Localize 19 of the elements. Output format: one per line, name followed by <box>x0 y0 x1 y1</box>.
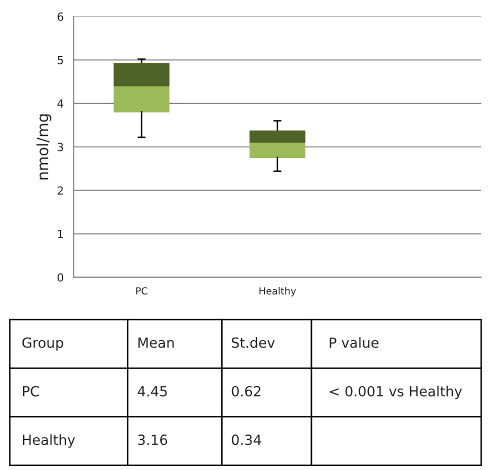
text: < 0.001 vs Healthy <box>330 386 462 400</box>
text: Group <box>22 337 64 351</box>
text: St.dev <box>232 337 275 348</box>
y-tick-label: 5 <box>58 56 63 64</box>
y-tick-label: 1 <box>58 230 63 238</box>
text: Mean <box>138 338 174 348</box>
y-tick-label: 3 <box>58 142 64 152</box>
y-axis-title: nmol/mg <box>36 114 52 180</box>
text: 4.45 <box>138 386 167 396</box>
text: 0.62 <box>232 386 260 396</box>
text: P value <box>330 337 378 348</box>
y-tick-label: 0 <box>58 273 64 282</box>
text: PC <box>22 386 39 396</box>
y-tick-label: 4 <box>57 100 64 108</box>
text: 3.16 <box>138 434 168 446</box>
text: Healthy <box>22 434 76 448</box>
text: 0.34 <box>232 434 262 446</box>
y-tick-label: 6 <box>58 12 64 21</box>
y-tick-label: 2 <box>58 186 63 195</box>
